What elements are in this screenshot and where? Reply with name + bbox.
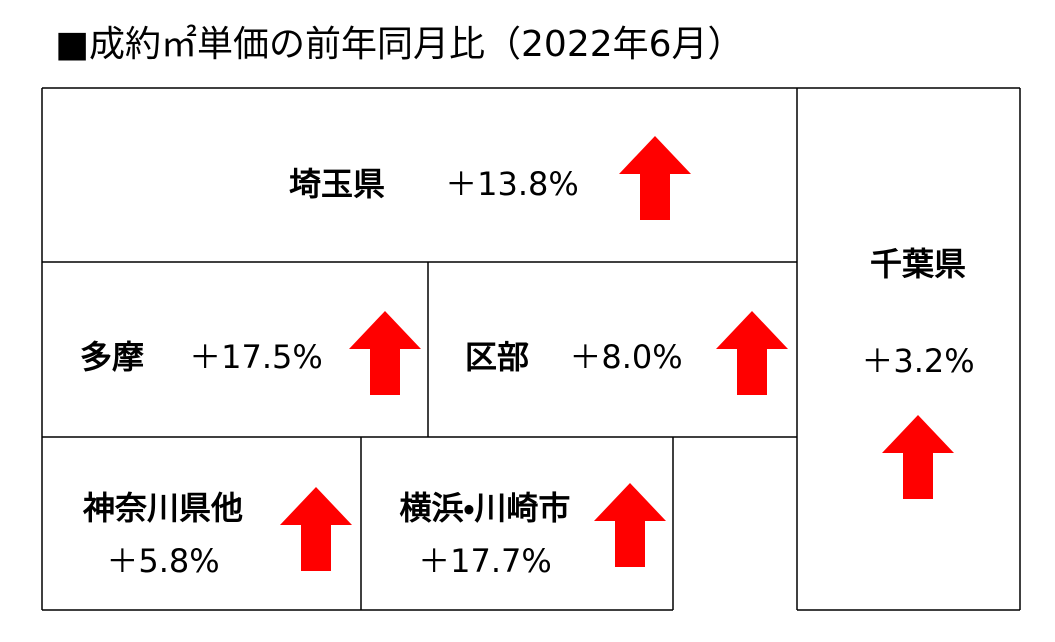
title: ■成約㎡単価の前年同月比（2022年6月）: [55, 23, 744, 65]
region-name: 埼玉県: [289, 165, 385, 203]
region-change: ＋5.8%: [106, 542, 219, 580]
region-name: 多摩: [80, 338, 144, 376]
region-name: 神奈川県他: [82, 489, 243, 527]
arrow: [882, 415, 954, 499]
region-change: ＋17.7%: [418, 542, 552, 580]
region-name: 横浜・川崎市: [400, 489, 571, 527]
region-name: 千葉県: [870, 245, 966, 283]
arrow: [349, 311, 421, 395]
arrow: [594, 483, 666, 567]
arrow: [716, 311, 788, 395]
arrow: [619, 136, 691, 220]
region-change: ＋17.5%: [189, 338, 323, 376]
region-change: ＋13.8%: [445, 165, 579, 203]
region-name: 区部: [465, 338, 529, 376]
region-change: ＋3.2%: [861, 342, 974, 380]
region-change: ＋8.0%: [569, 338, 682, 376]
borders: [41, 87, 1021, 611]
arrow: [280, 487, 352, 571]
